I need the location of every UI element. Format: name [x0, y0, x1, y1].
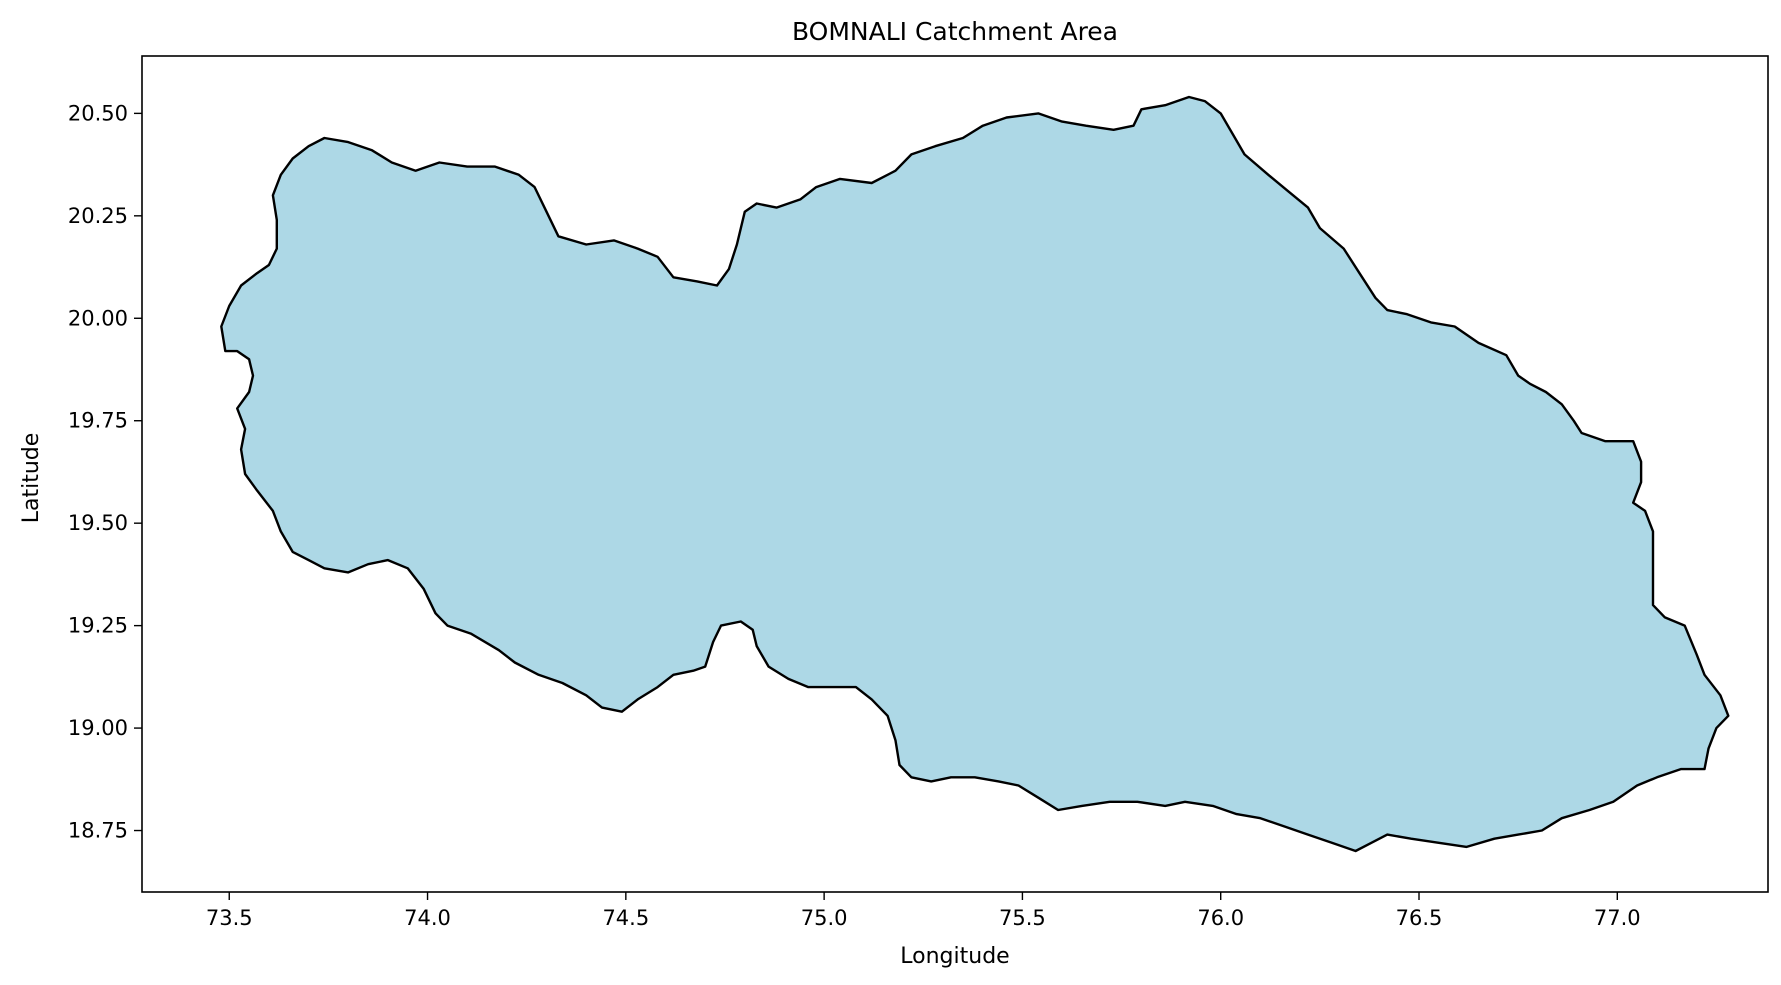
axes-frame	[141, 55, 1769, 893]
x-tick-label: 75.0	[801, 906, 848, 930]
chart-title: BOMNALI Catchment Area	[792, 17, 1118, 46]
plot-area	[141, 55, 1769, 893]
x-tick-label: 74.0	[404, 906, 451, 930]
y-tick-label: 19.50	[68, 511, 128, 535]
x-tick-label: 76.5	[1396, 906, 1443, 930]
y-tick-label: 20.50	[68, 101, 128, 125]
y-axis-ticks: 18.75 19.00 19.25 19.50 19.75 20.00 20.25 20.50	[68, 101, 142, 843]
y-tick-label: 20.25	[68, 204, 128, 228]
y-tick-label: 18.75	[68, 819, 128, 843]
y-tick-label: 19.00	[68, 716, 128, 740]
catchment-polygon	[220, 95, 1730, 853]
x-axis-ticks: 73.5 74.0 74.5 75.0 75.5 76.0 76.5 77.0	[206, 892, 1641, 930]
x-tick-label: 74.5	[602, 906, 649, 930]
x-axis-label: Longitude	[900, 944, 1009, 969]
y-tick-label: 20.00	[68, 306, 128, 330]
x-tick-label: 76.0	[1197, 906, 1244, 930]
y-tick-label: 19.75	[68, 409, 128, 433]
y-tick-label: 19.25	[68, 614, 128, 638]
x-tick-label: 73.5	[206, 906, 253, 930]
y-axis-label: Latitude	[19, 433, 44, 524]
x-tick-label: 75.5	[999, 906, 1046, 930]
x-tick-label: 77.0	[1594, 906, 1641, 930]
